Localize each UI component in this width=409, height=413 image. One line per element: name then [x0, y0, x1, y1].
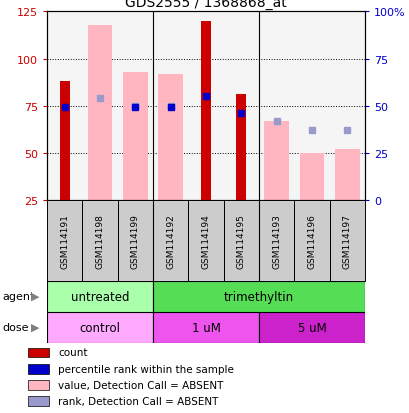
Text: GSM114198: GSM114198	[95, 213, 104, 268]
Bar	[236, 95, 246, 200]
Text: GSM114194: GSM114194	[201, 213, 210, 268]
Bar	[117, 200, 153, 281]
Bar	[123, 73, 147, 200]
Bar	[28, 380, 49, 390]
Text: agent: agent	[2, 291, 34, 301]
Bar	[258, 200, 294, 281]
Bar	[153, 281, 364, 312]
Text: 1 uM: 1 uM	[191, 321, 220, 334]
Bar	[258, 312, 364, 343]
Text: ▶: ▶	[31, 291, 39, 301]
Bar	[153, 312, 258, 343]
Text: GSM114192: GSM114192	[166, 213, 175, 268]
Text: GSM114199: GSM114199	[130, 213, 139, 268]
Bar	[47, 312, 153, 343]
Text: count: count	[58, 348, 88, 358]
Bar	[299, 153, 324, 200]
Text: GSM114191: GSM114191	[60, 213, 69, 268]
Bar	[60, 82, 70, 200]
Text: control: control	[79, 321, 120, 334]
Text: value, Detection Call = ABSENT: value, Detection Call = ABSENT	[58, 380, 223, 390]
Bar	[47, 200, 82, 281]
Bar	[223, 200, 258, 281]
Bar	[334, 150, 359, 200]
Text: GSM114197: GSM114197	[342, 213, 351, 268]
Text: GSM114196: GSM114196	[307, 213, 316, 268]
Bar	[82, 200, 117, 281]
Bar	[329, 200, 364, 281]
Bar	[294, 200, 329, 281]
Text: GSM114193: GSM114193	[272, 213, 281, 268]
Bar	[28, 364, 49, 374]
Text: percentile rank within the sample: percentile rank within the sample	[58, 364, 234, 374]
Bar	[264, 121, 288, 200]
Text: untreated: untreated	[71, 290, 129, 303]
Bar	[28, 348, 49, 358]
Text: ▶: ▶	[31, 322, 39, 332]
Bar	[47, 281, 153, 312]
Title: GDS2555 / 1368868_at: GDS2555 / 1368868_at	[125, 0, 286, 10]
Bar	[153, 200, 188, 281]
Bar	[200, 22, 211, 200]
Text: trimethyltin: trimethyltin	[223, 290, 293, 303]
Text: rank, Detection Call = ABSENT: rank, Detection Call = ABSENT	[58, 396, 218, 406]
Text: 5 uM: 5 uM	[297, 321, 326, 334]
Text: dose: dose	[2, 322, 29, 332]
Bar	[88, 26, 112, 200]
Text: GSM114195: GSM114195	[236, 213, 245, 268]
Bar	[158, 74, 183, 200]
Bar	[188, 200, 223, 281]
Bar	[28, 396, 49, 406]
